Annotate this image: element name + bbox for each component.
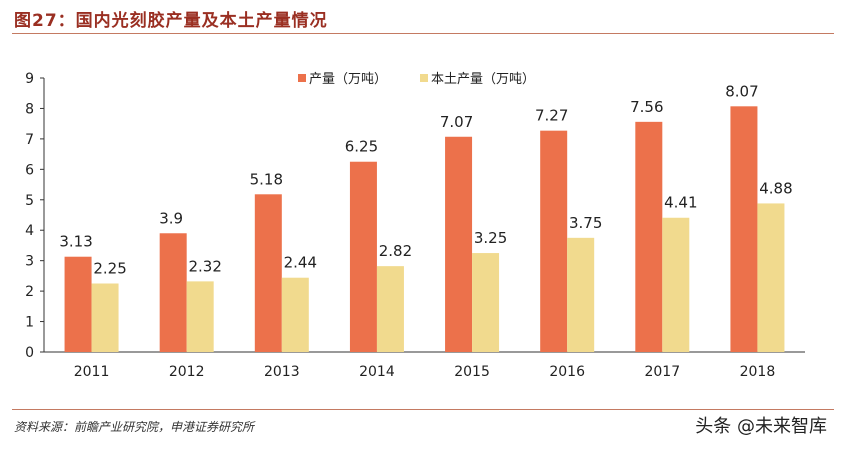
- y-tick-label: 1: [25, 315, 34, 331]
- bar-local: [186, 281, 214, 352]
- watermark: 头条 @未来智库: [695, 416, 827, 437]
- data-label: 3.9: [159, 209, 183, 227]
- data-label: 7.56: [630, 98, 663, 116]
- y-tick-label: 6: [25, 162, 34, 178]
- data-label: 2.32: [188, 257, 221, 275]
- bar-local: [472, 253, 500, 352]
- legend-label: 产量（万吨）: [309, 72, 387, 87]
- y-tick-label: 7: [25, 132, 34, 148]
- bar-local: [662, 217, 690, 352]
- bar-total: [64, 256, 92, 352]
- bar-chart: 0 1 2 3 4 5 6 7 8 9 2011 3.132.25 2012 3.9 2.32 2013 5.1…: [25, 71, 805, 380]
- x-tick-label: 2017: [644, 364, 680, 380]
- x-tick-label: 2013: [264, 364, 300, 380]
- bar-total: [540, 130, 568, 352]
- x-tick-label: 2016: [549, 364, 585, 380]
- legend-label: 本土产量（万吨）: [431, 72, 535, 87]
- data-label: 4.41: [664, 194, 697, 212]
- title-divider: [12, 33, 834, 34]
- bar-total: [159, 233, 187, 352]
- bar-total: [254, 194, 282, 352]
- y-tick-label: 0: [25, 345, 34, 361]
- data-label: 2.25: [93, 260, 126, 278]
- x-tick-label: 2011: [74, 364, 110, 380]
- data-label: 7.07: [440, 113, 473, 131]
- bar-local: [376, 266, 404, 352]
- x-tick-label: 2014: [359, 364, 395, 380]
- data-label: 2.44: [284, 254, 317, 272]
- data-label: 5.18: [250, 170, 283, 188]
- data-label: 8.07: [725, 82, 758, 100]
- bar-total: [445, 136, 473, 352]
- footer-divider: [12, 409, 834, 410]
- data-label: 6.25: [345, 138, 378, 156]
- bar-local: [91, 283, 119, 352]
- x-tick-label: 2018: [740, 364, 776, 380]
- bar-local: [567, 237, 595, 352]
- legend-swatch: [298, 74, 306, 82]
- x-tick-label: 2012: [169, 364, 205, 380]
- y-tick-label: 4: [25, 223, 34, 239]
- data-label: 7.27: [535, 107, 568, 125]
- y-tick-label: 8: [25, 101, 34, 117]
- y-tick-label: 3: [25, 254, 34, 270]
- figure-title: 图27：国内光刻胶产量及本土产量情况: [14, 11, 328, 31]
- bar-total: [730, 106, 758, 353]
- data-label: 2.82: [379, 242, 412, 260]
- bar-total: [349, 161, 377, 352]
- x-tick-label: 2015: [454, 364, 490, 380]
- y-tick-label: 2: [25, 284, 34, 300]
- data-label: 3.13: [59, 233, 92, 251]
- data-label: 3.25: [474, 229, 507, 247]
- bar-local: [757, 203, 785, 352]
- y-tick-label: 9: [25, 71, 34, 87]
- y-tick-label: 5: [25, 193, 34, 209]
- data-label: 4.88: [759, 179, 792, 197]
- source-note: 资料来源：前瞻产业研究院，申港证券研究所: [14, 420, 255, 434]
- data-label: 3.75: [569, 214, 602, 232]
- legend-swatch: [420, 74, 428, 82]
- bar-local: [281, 277, 309, 352]
- bar-total: [635, 121, 663, 352]
